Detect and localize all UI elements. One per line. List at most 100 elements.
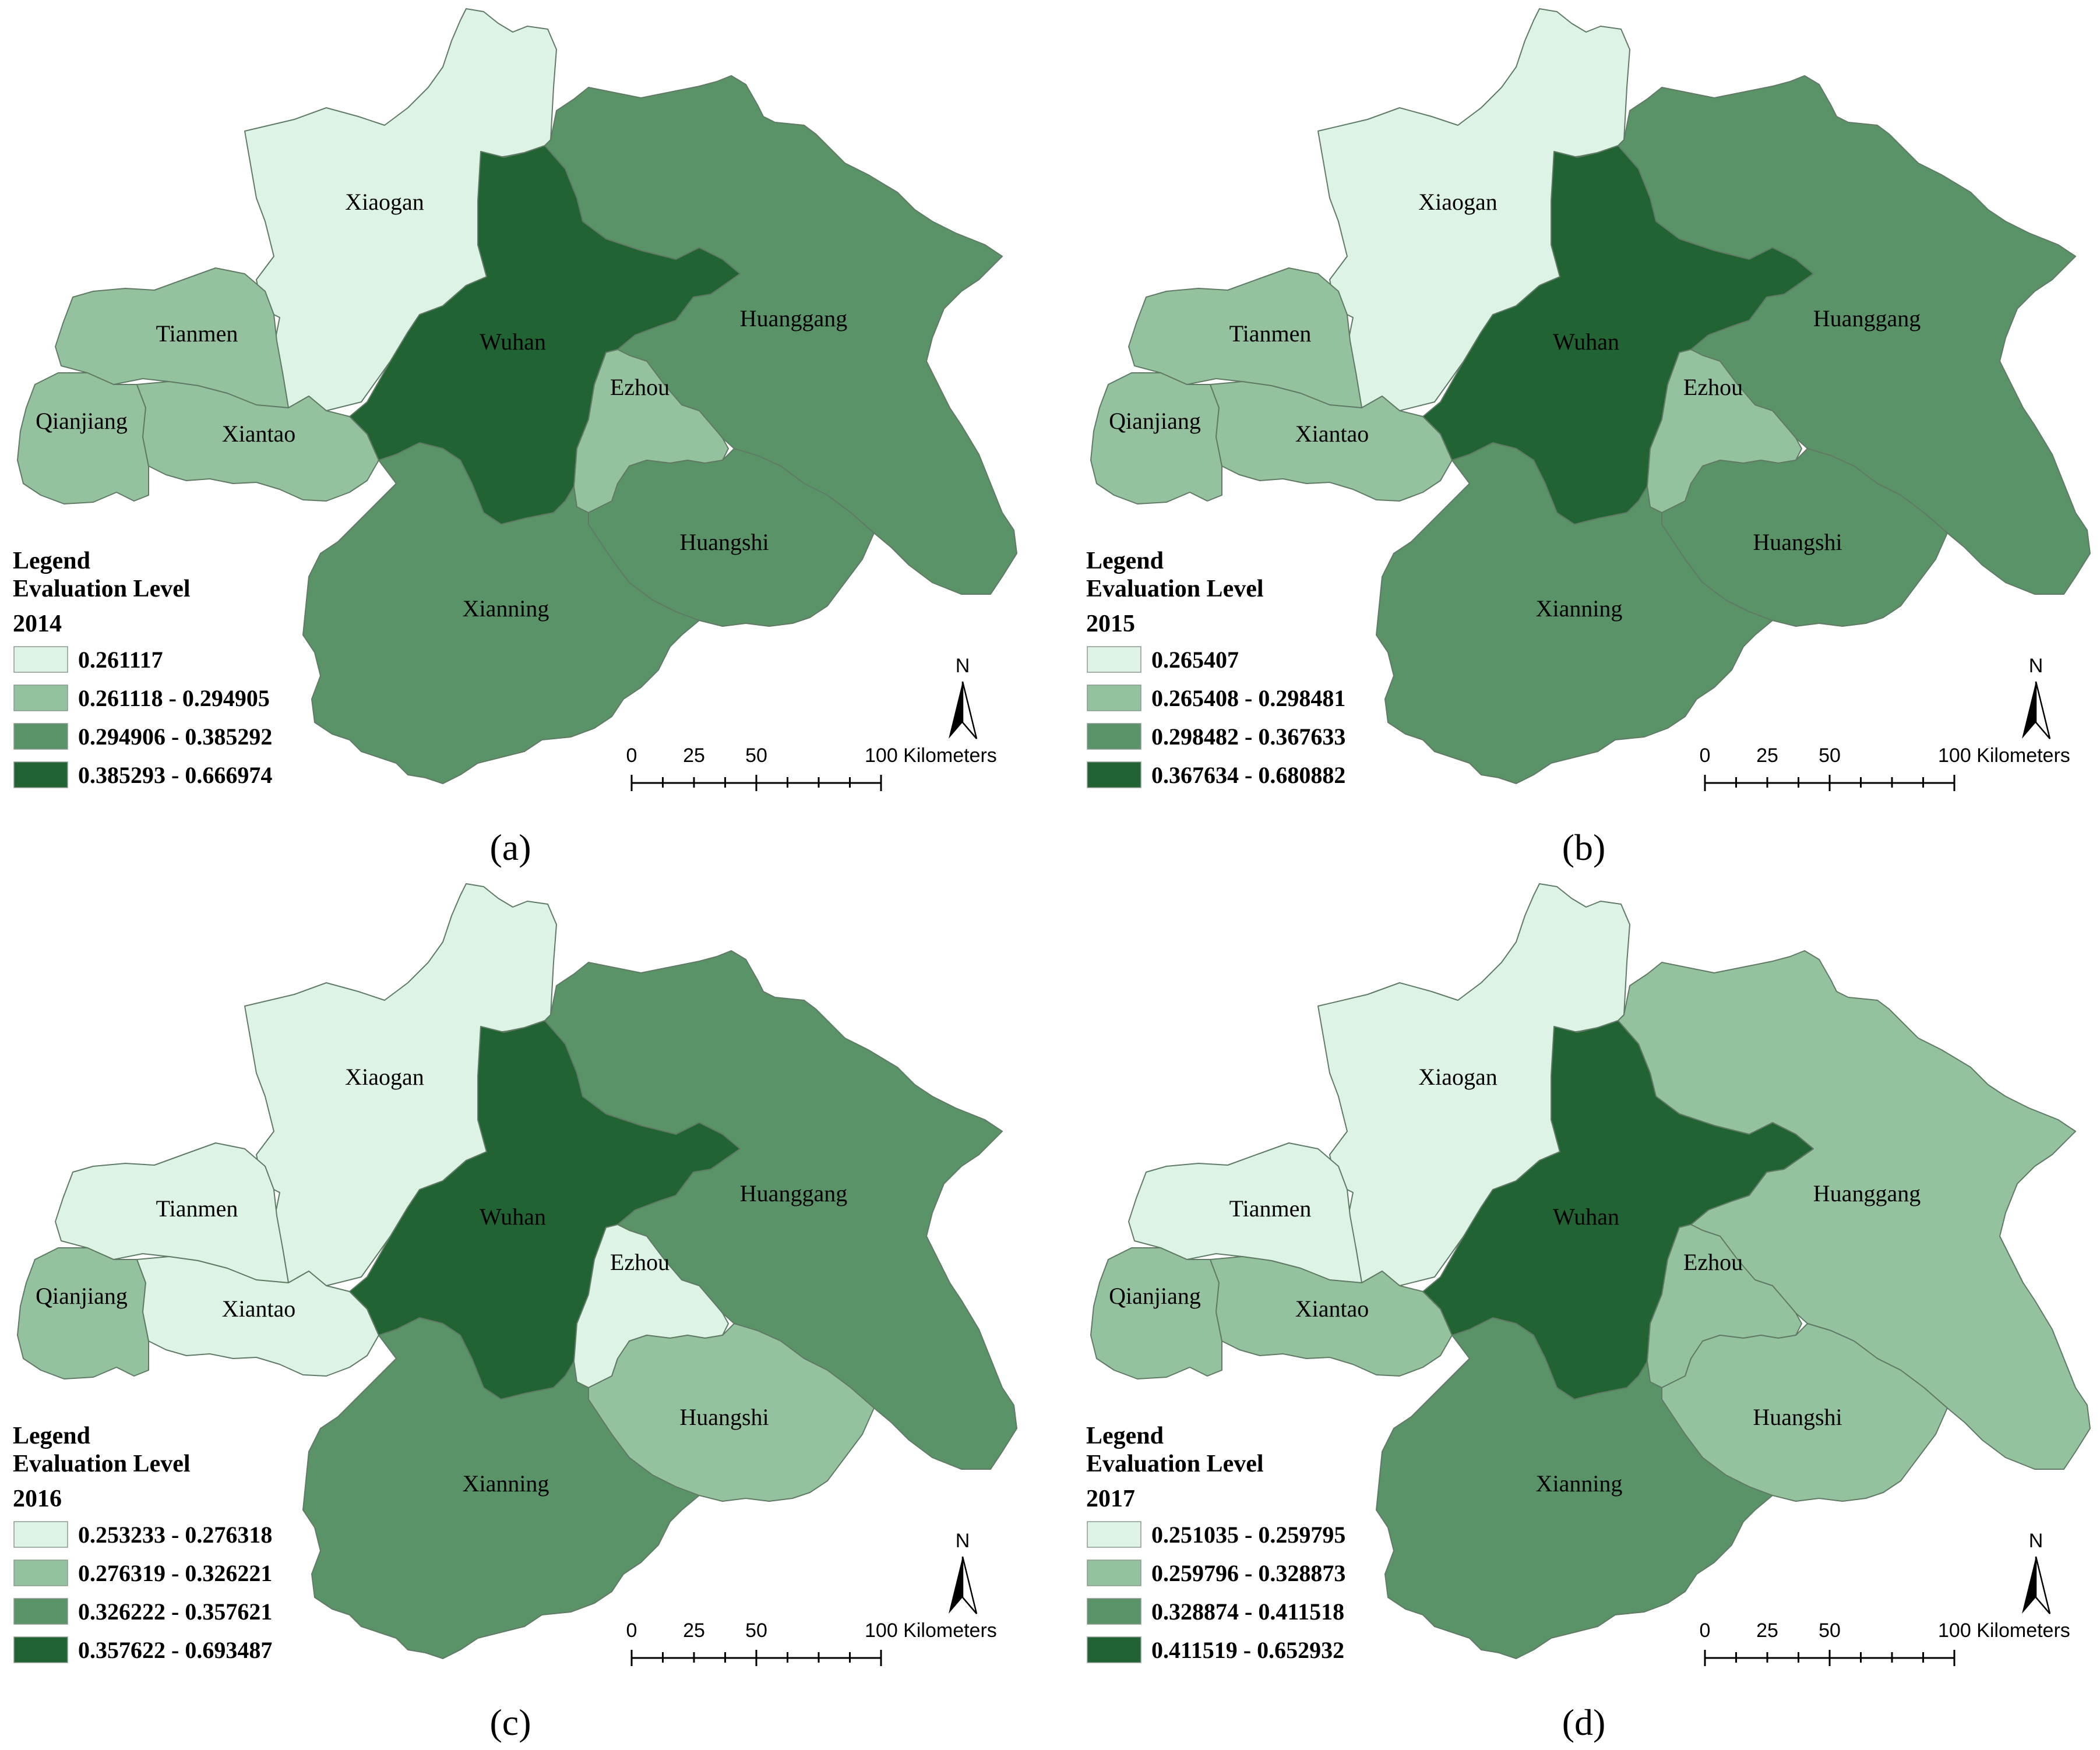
legend-title: Legend bbox=[13, 548, 90, 574]
legend-swatch-1 bbox=[1087, 1521, 1141, 1548]
scale-label: 100 Kilometers bbox=[865, 745, 997, 767]
north-label: N bbox=[956, 655, 970, 677]
legend-class-2: 0.259796 - 0.328873 bbox=[1151, 1560, 1345, 1586]
region-label-xianning: Xianning bbox=[1536, 595, 1623, 622]
region-huangshi bbox=[588, 1323, 875, 1502]
legend-swatch-2 bbox=[13, 1560, 68, 1586]
legend-class-2: 0.261118 - 0.294905 bbox=[78, 685, 270, 711]
regions bbox=[17, 8, 1017, 784]
regions bbox=[1090, 8, 2091, 784]
panel-label: (a) bbox=[489, 827, 531, 868]
region-label-xiantao: Xiantao bbox=[1295, 1296, 1369, 1322]
legend-subtitle: Evaluation Level bbox=[1086, 1451, 1264, 1477]
scale-bar: 0 25 50 100 Kilometers bbox=[626, 1620, 997, 1666]
legend-title: Legend bbox=[13, 1423, 90, 1449]
region-label-xianning: Xianning bbox=[463, 595, 549, 622]
region-label-xiantao: Xiantao bbox=[222, 1296, 296, 1322]
legend-swatch-3 bbox=[1087, 723, 1141, 750]
legend-swatch-3 bbox=[1087, 1598, 1141, 1625]
region-label-xiantao: Xiantao bbox=[1295, 421, 1369, 447]
north-arrow-left-icon bbox=[949, 682, 963, 739]
legend-swatch-4 bbox=[1087, 761, 1141, 788]
legend-swatch-3 bbox=[13, 1598, 68, 1625]
scale-label: 100 Kilometers bbox=[1938, 745, 2070, 767]
scale-label: 0 bbox=[626, 1620, 637, 1642]
legend-swatch-1 bbox=[13, 646, 68, 673]
legend-swatch-2 bbox=[1087, 685, 1141, 711]
scale-label: 25 bbox=[683, 1620, 705, 1642]
region-qianjiang bbox=[17, 1247, 149, 1379]
region-label-qianjiang: Qianjiang bbox=[1109, 408, 1201, 434]
scale-label: 50 bbox=[1819, 1620, 1841, 1642]
region-huangshi bbox=[1661, 448, 1948, 627]
scale-label: 25 bbox=[683, 745, 705, 767]
legend-swatch-2 bbox=[1087, 1560, 1141, 1586]
region-label-wuhan: Wuhan bbox=[480, 1204, 546, 1230]
legend-year: 2017 bbox=[1086, 1486, 1135, 1512]
legend-class-1: 0.261117 bbox=[78, 647, 163, 673]
legend-class-4: 0.367634 - 0.680882 bbox=[1151, 762, 1345, 788]
scale-label: 50 bbox=[745, 1620, 767, 1642]
region-label-xiaogan: Xiaogan bbox=[1418, 1064, 1498, 1090]
legend-class-3: 0.298482 - 0.367633 bbox=[1151, 724, 1345, 750]
legend-year: 2016 bbox=[13, 1486, 62, 1512]
panel-label: (c) bbox=[489, 1702, 531, 1743]
region-xiantao bbox=[1210, 1256, 1453, 1377]
scale-label: 25 bbox=[1756, 745, 1778, 767]
region-label-huangshi: Huangshi bbox=[679, 1404, 769, 1430]
north-arrow: N bbox=[2022, 1530, 2051, 1614]
scale-bar: 0 25 50 100 Kilometers bbox=[1700, 1620, 2070, 1666]
region-xiantao bbox=[136, 1256, 379, 1377]
region-label-tianmen: Tianmen bbox=[156, 320, 238, 347]
region-qianjiang bbox=[1090, 372, 1222, 504]
north-arrow-right-icon bbox=[2035, 681, 2051, 739]
north-arrow-left-icon bbox=[2022, 1557, 2036, 1614]
legend-class-1: 0.265407 bbox=[1151, 647, 1239, 673]
legend-swatch-4 bbox=[13, 1636, 68, 1663]
legend-class-2: 0.276319 - 0.326221 bbox=[78, 1560, 272, 1586]
map-panel-4: Xiaogan Tianmen Qianjiang Xiantao Wuhan Ezhou… bbox=[1086, 883, 2091, 1743]
region-qianjiang bbox=[1090, 1247, 1222, 1379]
legend-class-2: 0.265408 - 0.298481 bbox=[1151, 685, 1345, 711]
region-label-huangshi: Huangshi bbox=[679, 529, 769, 555]
region-label-qianjiang: Qianjiang bbox=[1109, 1283, 1201, 1309]
region-label-ezhou: Ezhou bbox=[1683, 1249, 1743, 1275]
legend-swatch-2 bbox=[13, 685, 68, 711]
region-huangshi bbox=[1661, 1323, 1948, 1502]
scale-label: 50 bbox=[1819, 745, 1841, 767]
region-label-huangshi: Huangshi bbox=[1753, 1404, 1842, 1430]
region-label-huanggang: Huanggang bbox=[1813, 305, 1921, 331]
legend-class-3: 0.294906 - 0.385292 bbox=[78, 724, 272, 750]
region-label-wuhan: Wuhan bbox=[480, 329, 546, 355]
scale-bar: 0 25 50 100 Kilometers bbox=[1700, 745, 2070, 791]
region-label-ezhou: Ezhou bbox=[610, 374, 670, 400]
region-label-huangshi: Huangshi bbox=[1753, 529, 1842, 555]
scale-label: 100 Kilometers bbox=[1938, 1620, 2070, 1642]
region-label-tianmen: Tianmen bbox=[1229, 1195, 1312, 1222]
legend-title: Legend bbox=[1086, 1423, 1164, 1449]
legend-title: Legend bbox=[1086, 548, 1164, 574]
north-label: N bbox=[2029, 655, 2043, 677]
region-label-huanggang: Huanggang bbox=[740, 305, 847, 331]
region-label-qianjiang: Qianjiang bbox=[36, 1283, 128, 1309]
legend-swatch-4 bbox=[1087, 1636, 1141, 1663]
north-arrow: N bbox=[949, 655, 978, 739]
region-label-xianning: Xianning bbox=[463, 1470, 549, 1497]
legend-class-4: 0.357622 - 0.693487 bbox=[78, 1637, 272, 1663]
region-label-wuhan: Wuhan bbox=[1553, 329, 1619, 355]
map-panel-2: Xiaogan Tianmen Qianjiang Xiantao Wuhan Ezhou… bbox=[1086, 8, 2091, 868]
north-arrow-left-icon bbox=[2022, 682, 2036, 739]
region-label-tianmen: Tianmen bbox=[1229, 320, 1312, 347]
legend-swatch-3 bbox=[13, 723, 68, 750]
scale-label: 50 bbox=[745, 745, 767, 767]
region-label-xianning: Xianning bbox=[1536, 1470, 1623, 1497]
region-label-xiaogan: Xiaogan bbox=[1418, 189, 1498, 215]
legend-subtitle: Evaluation Level bbox=[13, 1451, 191, 1477]
scale-label: 0 bbox=[626, 745, 637, 767]
regions bbox=[1090, 883, 2091, 1659]
legend-swatch-4 bbox=[13, 761, 68, 788]
